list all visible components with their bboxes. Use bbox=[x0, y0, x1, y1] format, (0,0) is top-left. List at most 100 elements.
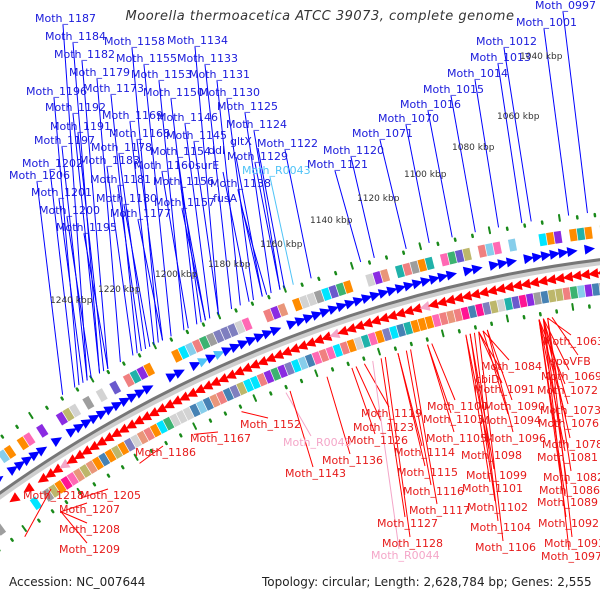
gene-label[interactable]: Moth_1097 bbox=[541, 550, 600, 563]
gene-label[interactable]: Moth_1146 bbox=[157, 111, 218, 124]
gene-label[interactable]: Moth_1125 bbox=[217, 100, 278, 113]
gene-label[interactable]: Moth_1184 bbox=[45, 30, 106, 43]
gene-label[interactable]: Moth_1209 bbox=[59, 543, 120, 556]
gene-label[interactable]: Moth_1180 bbox=[96, 192, 157, 205]
gene-label[interactable]: Moth_1015 bbox=[423, 83, 484, 96]
gene-label[interactable]: Moth_1128 bbox=[382, 537, 443, 550]
gene-label[interactable]: Moth_1099 bbox=[466, 469, 527, 482]
gene-label[interactable]: spoVFB bbox=[550, 355, 591, 368]
gene-label[interactable]: Moth_1115 bbox=[397, 466, 458, 479]
gene-label[interactable]: Moth_1071 bbox=[352, 127, 413, 140]
gene-label[interactable]: Moth_1123 bbox=[353, 421, 414, 434]
gene-label[interactable]: Moth_1076 bbox=[538, 417, 599, 430]
gene-label[interactable]: fusA bbox=[213, 192, 238, 205]
gene-label[interactable]: Moth_R0044 bbox=[371, 549, 440, 562]
gene-label[interactable]: Moth_1152 bbox=[240, 418, 301, 431]
gene-label[interactable]: Moth_1072 bbox=[537, 384, 598, 397]
gene-label[interactable]: Moth_1098 bbox=[461, 449, 522, 462]
gene-label[interactable]: Moth_1156 bbox=[153, 175, 214, 188]
gene-label[interactable]: Moth_1013 bbox=[470, 51, 531, 64]
gene-label[interactable]: Moth_1093 bbox=[544, 537, 600, 550]
gene-label[interactable]: Moth_1177 bbox=[110, 207, 171, 220]
gene-label[interactable]: Moth_1150 bbox=[143, 86, 204, 99]
gene-label[interactable]: Moth_1120 bbox=[323, 144, 384, 157]
gene-label[interactable]: Moth_1069 bbox=[541, 370, 600, 383]
gene-label[interactable]: Moth_1155 bbox=[116, 52, 177, 65]
gene-label[interactable]: Moth_1153 bbox=[131, 68, 192, 81]
gene-label[interactable]: Moth_1197 bbox=[34, 134, 95, 147]
gene-label[interactable]: Moth_1131 bbox=[189, 68, 250, 81]
gene-label[interactable]: Moth_1130 bbox=[199, 86, 260, 99]
gene-label[interactable]: Moth_1014 bbox=[447, 67, 508, 80]
gene-label[interactable]: Moth_1179 bbox=[69, 66, 130, 79]
gene-label[interactable]: Moth_1101 bbox=[462, 482, 523, 495]
gene-label[interactable]: Moth_1202 bbox=[22, 157, 83, 170]
gene-label[interactable]: Moth_1157 bbox=[154, 196, 215, 209]
gene-label[interactable]: Moth_1182 bbox=[54, 48, 115, 61]
gene-label[interactable]: Moth_1126 bbox=[347, 434, 408, 447]
gene-label[interactable]: Moth_1096 bbox=[485, 432, 546, 445]
gene-label[interactable]: Moth_1158 bbox=[104, 35, 165, 48]
gene-label[interactable]: Moth_1117 bbox=[409, 504, 470, 517]
gene-label[interactable]: Moth_1168 bbox=[109, 127, 170, 140]
gene-label[interactable]: Moth_1169 bbox=[102, 109, 163, 122]
gene-label[interactable]: Moth_1181 bbox=[90, 173, 151, 186]
gene-label[interactable]: Moth_1133 bbox=[177, 52, 238, 65]
gene-label[interactable]: Moth_R0043 bbox=[242, 164, 311, 177]
gene-label[interactable]: Moth_1100 bbox=[427, 400, 488, 413]
gene-label[interactable]: cbiD bbox=[475, 373, 500, 386]
gene-label[interactable]: Moth_1063 bbox=[543, 335, 600, 348]
gene-label[interactable]: Moth_1218 bbox=[23, 489, 84, 502]
gene-label[interactable]: Moth_1138 bbox=[210, 177, 271, 190]
gene-label[interactable]: Moth_1073 bbox=[540, 404, 600, 417]
gene-label[interactable]: Moth_1090 bbox=[484, 400, 545, 413]
gene-label[interactable]: Moth_0997 bbox=[535, 0, 596, 12]
gene-label[interactable]: Moth_1104 bbox=[470, 521, 531, 534]
gene-label[interactable]: Moth_1207 bbox=[59, 503, 120, 516]
gene-label[interactable]: Moth_1183 bbox=[79, 154, 140, 167]
gene-label[interactable]: Moth_1121 bbox=[307, 158, 368, 171]
gene-label[interactable]: Moth_R0045 bbox=[283, 436, 352, 449]
gene-label[interactable]: Moth_1091 bbox=[474, 383, 535, 396]
gene-label[interactable]: Moth_1122 bbox=[257, 137, 318, 150]
gene-label[interactable]: Moth_1154 bbox=[150, 145, 211, 158]
gene-label[interactable]: Moth_1187 bbox=[35, 12, 96, 25]
gene-label[interactable]: Moth_1106 bbox=[475, 541, 536, 554]
gene-label[interactable]: Moth_1196 bbox=[26, 85, 87, 98]
gene-label[interactable]: Moth_1134 bbox=[167, 34, 228, 47]
gene-label[interactable]: Moth_1092 bbox=[538, 517, 599, 530]
gene-label[interactable]: Moth_1201 bbox=[31, 186, 92, 199]
gene-label[interactable]: Moth_1086 bbox=[539, 484, 600, 497]
gene-label[interactable]: Moth_1001 bbox=[516, 16, 577, 29]
gene-label[interactable]: Moth_1089 bbox=[537, 496, 598, 509]
gene-label[interactable]: Moth_1167 bbox=[190, 432, 251, 445]
gene-label[interactable]: Moth_1136 bbox=[322, 454, 383, 467]
gene-label[interactable]: Moth_1119 bbox=[361, 407, 422, 420]
gene-label[interactable]: Moth_1012 bbox=[476, 35, 537, 48]
gene-label[interactable]: Moth_1124 bbox=[226, 118, 287, 131]
gene-label[interactable]: ddl bbox=[208, 144, 226, 157]
gene-label[interactable]: Moth_1205 bbox=[80, 489, 141, 502]
gene-label[interactable]: Moth_1016 bbox=[400, 98, 461, 111]
gene-label[interactable]: Moth_1191 bbox=[50, 120, 111, 133]
gene-label[interactable]: Moth_1084 bbox=[481, 360, 542, 373]
gene-label[interactable]: Moth_1178 bbox=[91, 141, 152, 154]
gene-label[interactable]: Moth_1082 bbox=[543, 471, 600, 484]
gene-label[interactable]: Moth_1094 bbox=[480, 414, 541, 427]
gene-label[interactable]: gltX bbox=[230, 135, 252, 148]
gene-label[interactable]: Moth_1160 bbox=[134, 159, 195, 172]
gene-label[interactable]: Moth_1143 bbox=[285, 467, 346, 480]
gene-label[interactable]: Moth_1206 bbox=[9, 169, 70, 182]
gene-label[interactable]: Moth_1208 bbox=[59, 523, 120, 536]
gene-label[interactable]: Moth_1116 bbox=[403, 485, 464, 498]
gene-label[interactable]: Moth_1127 bbox=[377, 517, 438, 530]
gene-label[interactable]: Moth_1192 bbox=[45, 101, 106, 114]
gene-label[interactable]: Moth_1081 bbox=[537, 451, 598, 464]
gene-label[interactable]: surE bbox=[195, 159, 220, 172]
gene-label[interactable]: Moth_1102 bbox=[467, 501, 528, 514]
gene-label[interactable]: Moth_1145 bbox=[166, 129, 227, 142]
gene-label[interactable]: Moth_1186 bbox=[135, 446, 196, 459]
gene-label[interactable]: Moth_1129 bbox=[227, 150, 288, 163]
gene-label[interactable]: Moth_1103 bbox=[423, 413, 484, 426]
gene-label[interactable]: Moth_1078 bbox=[542, 438, 600, 451]
